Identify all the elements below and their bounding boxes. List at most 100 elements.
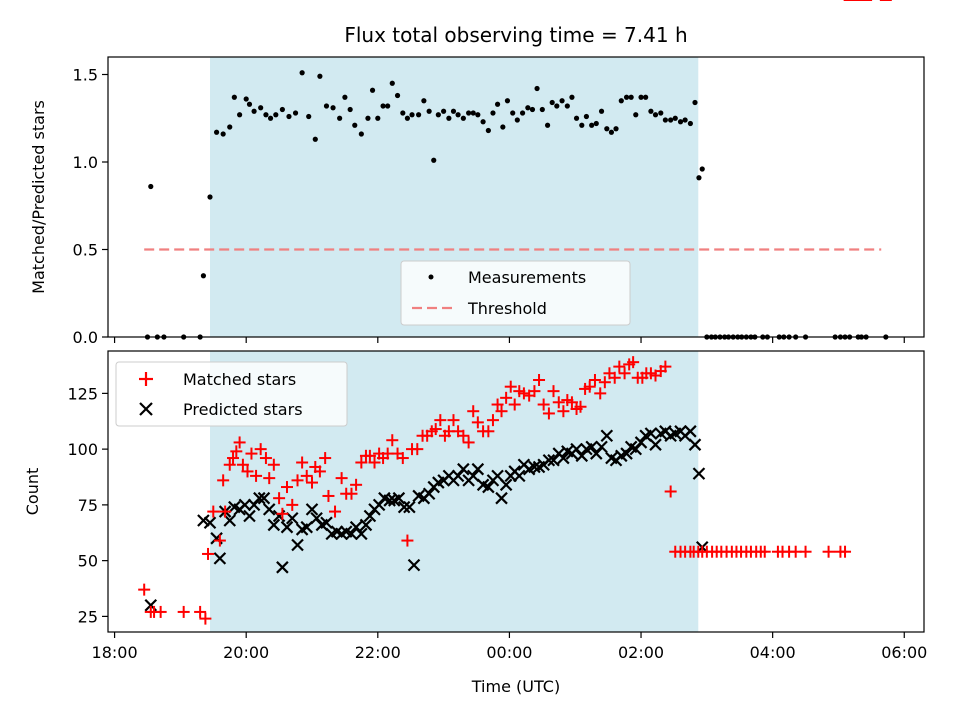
matched-star-point [486, 414, 499, 427]
measurement-point [394, 92, 401, 99]
top-y-tick-label: 1.5 [73, 66, 98, 85]
matched-star-point [434, 414, 447, 427]
matched-star-point [280, 481, 293, 494]
matched-star-point [291, 474, 304, 487]
predicted-star-point [276, 561, 289, 574]
predicted-star-point [482, 480, 495, 494]
matched-star-point [467, 405, 480, 418]
predicted-star-point [585, 440, 598, 454]
measurement-point [400, 110, 406, 116]
measurement-point [409, 112, 415, 118]
measurement-point [207, 194, 213, 200]
matched-star-point [491, 398, 504, 411]
matched-star-point [230, 445, 243, 458]
measurement-point [583, 113, 590, 120]
predicted-star-points [144, 425, 709, 612]
bottom-axes-frame [107, 350, 925, 633]
x-tick-label: 06:00 [881, 643, 927, 662]
predicted-star-point [253, 491, 266, 505]
measurement-point [389, 80, 395, 86]
measurement-point [358, 131, 364, 137]
matched-star-point [386, 434, 399, 447]
bottom-y-tick-label: 125 [67, 384, 98, 403]
predicted-star-point [392, 491, 406, 505]
x-tick-label: 00:00 [486, 643, 532, 662]
matched-star-point [565, 396, 578, 409]
matched-star-point [335, 472, 348, 485]
measurement-point [243, 96, 249, 102]
matched-star-point [322, 489, 335, 502]
matched-star-point [598, 376, 611, 389]
measurement-point [573, 115, 580, 121]
matched-star-point [457, 429, 470, 442]
measurement-point [579, 122, 585, 128]
predicted-star-point [495, 491, 508, 505]
matched-star-point [273, 492, 286, 505]
measurement-point [369, 87, 376, 93]
matched-star-point [217, 474, 230, 487]
measurement-point [435, 112, 441, 118]
bottom-y-tick-label: 50 [78, 552, 98, 571]
matched-star-point [329, 505, 342, 518]
matched-star-point [236, 458, 249, 471]
measurement-point [539, 106, 545, 113]
predicted-star-point [692, 467, 706, 480]
predicted-star-point [407, 558, 421, 572]
matched-star-point [194, 605, 207, 618]
measurement-point [258, 105, 264, 111]
measurement-point [267, 115, 274, 121]
matched-star-point [233, 436, 246, 449]
bottom-y-axis-label: Count [23, 468, 42, 516]
matched-star-point [254, 443, 267, 456]
predicted-star-point [359, 518, 373, 532]
matched-star-point [250, 469, 263, 482]
measurement-point [490, 110, 496, 116]
measurement-point [385, 103, 391, 109]
matched-star-point [574, 400, 587, 413]
measurement-point [446, 115, 452, 121]
measurement-point [231, 94, 237, 100]
predicted-star-point [422, 487, 436, 501]
matched-star-point [138, 583, 151, 596]
matched-star-point [207, 505, 220, 518]
chart-title: Flux total observing time = 7.41 h [344, 23, 687, 47]
matched-star-point [471, 416, 484, 429]
matched-star-point [350, 478, 363, 491]
measurement-point [529, 106, 536, 113]
matched-star-point [401, 534, 414, 547]
matched-star-point [223, 458, 236, 471]
legend-label-matched: Matched stars [183, 370, 296, 389]
matched-star-point [583, 380, 596, 393]
bottom-legend: Matched stars Predicted stars [115, 361, 348, 427]
measurement-point [299, 70, 305, 76]
measurement-point [519, 110, 526, 116]
measurement-point [200, 273, 207, 279]
measurement-point [504, 98, 511, 104]
matched-star-point [588, 373, 601, 386]
predicted-star-point [345, 527, 358, 541]
measurement-point [148, 183, 154, 190]
matched-star-point [447, 414, 460, 427]
matched-star-point [613, 360, 626, 373]
matched-star-point [508, 398, 521, 411]
predicted-star-point [320, 516, 333, 530]
legend-marker-measurements [428, 274, 434, 280]
bottom-y-tick-label: 75 [78, 496, 98, 515]
matched-star-point [618, 367, 631, 380]
matched-star-point [462, 436, 475, 449]
measurement-point [699, 166, 705, 172]
matched-star-point [608, 371, 621, 384]
measurement-point [682, 117, 688, 123]
predicted-star-point [285, 511, 299, 525]
measurement-point [672, 115, 678, 121]
predicted-star-point [620, 447, 633, 460]
matched-star-point [345, 487, 358, 500]
measurement-point [608, 129, 615, 135]
predicted-star-point [291, 538, 304, 552]
measurement-point [628, 94, 634, 100]
matched-star-point [822, 545, 835, 558]
legend-marker-predicted [139, 402, 153, 416]
measurement-point [431, 157, 437, 163]
matched-star-point [355, 456, 368, 469]
